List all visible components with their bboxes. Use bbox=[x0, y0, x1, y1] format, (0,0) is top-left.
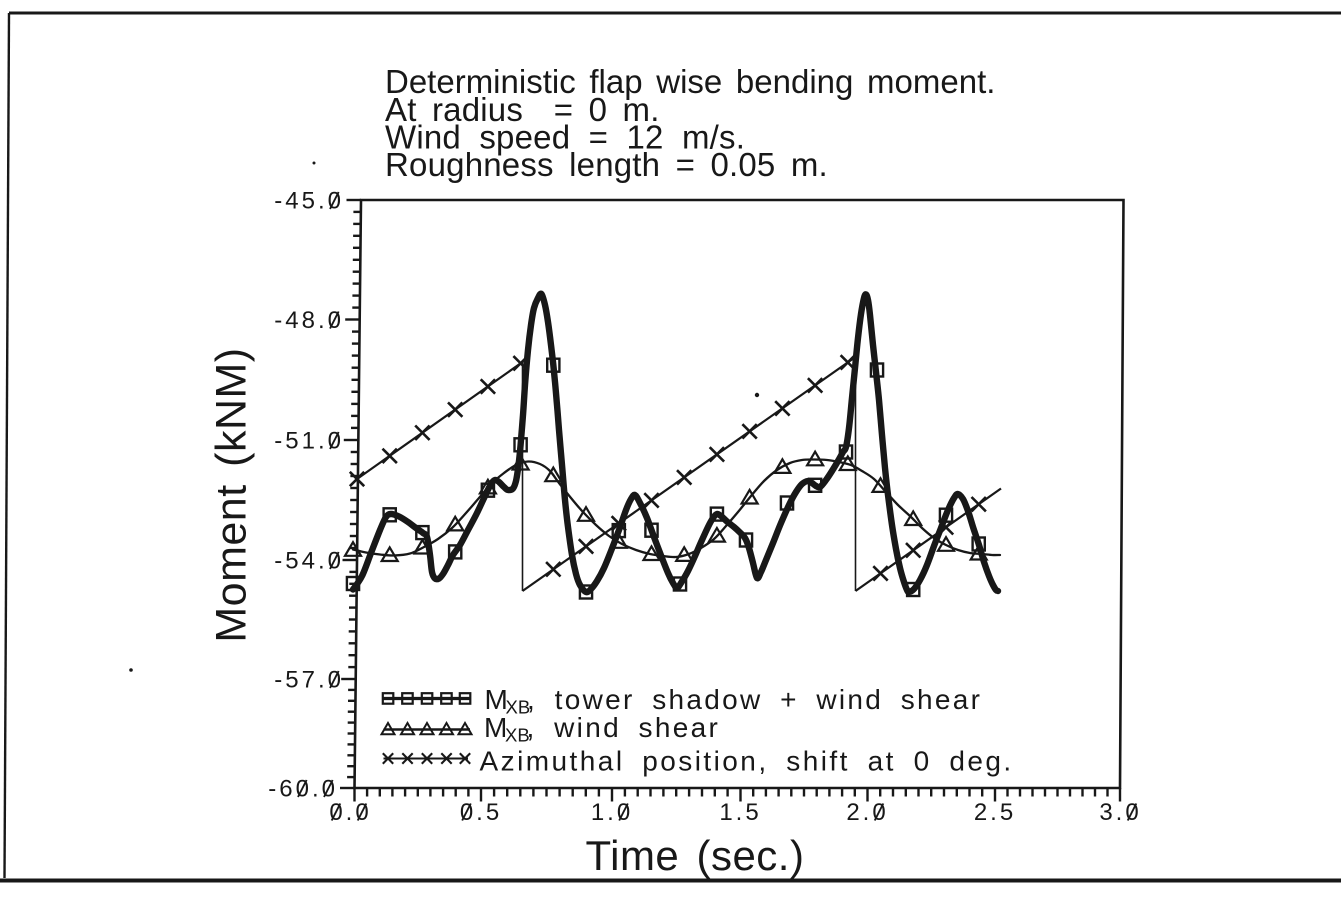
svg-text:1.5: 1.5 bbox=[719, 799, 761, 826]
svg-text:2.0: 2.0 bbox=[846, 799, 888, 826]
svg-text:Deterministic flap wise bendin: Deterministic flap wise bending moment. bbox=[385, 63, 995, 100]
svg-text:XB: XB bbox=[506, 697, 531, 718]
svg-text:M: M bbox=[484, 712, 507, 743]
svg-text:, wind shear: , wind shear bbox=[527, 712, 721, 743]
svg-text:Roughness length = 0.05 m.: Roughness length = 0.05 m. bbox=[385, 146, 828, 183]
svg-text:-54.0: -54.0 bbox=[274, 548, 344, 575]
svg-text:, tower shadow + wind shear: , tower shadow + wind shear bbox=[527, 684, 982, 715]
svg-text:Wind speed = 12 m/s.: Wind speed = 12 m/s. bbox=[385, 119, 745, 156]
svg-text:Time (sec.): Time (sec.) bbox=[586, 832, 805, 879]
svg-text:-51.0: -51.0 bbox=[274, 428, 344, 455]
svg-text:At radius = 0 m.: At radius = 0 m. bbox=[385, 91, 660, 128]
svg-text:3.0: 3.0 bbox=[1099, 799, 1141, 826]
svg-text:1.0: 1.0 bbox=[591, 799, 633, 826]
svg-text:XB: XB bbox=[505, 725, 530, 746]
svg-text:-57.0: -57.0 bbox=[274, 667, 344, 694]
svg-text:2.5: 2.5 bbox=[974, 799, 1016, 826]
svg-text:M: M bbox=[485, 684, 508, 715]
svg-text:Azimuthal position, shift at 0: Azimuthal position, shift at 0 deg. bbox=[480, 746, 1014, 777]
svg-text:-48.0: -48.0 bbox=[274, 307, 344, 334]
svg-text:Moment (kNM): Moment (kNM) bbox=[208, 347, 256, 642]
svg-text:-45.0: -45.0 bbox=[274, 188, 344, 215]
